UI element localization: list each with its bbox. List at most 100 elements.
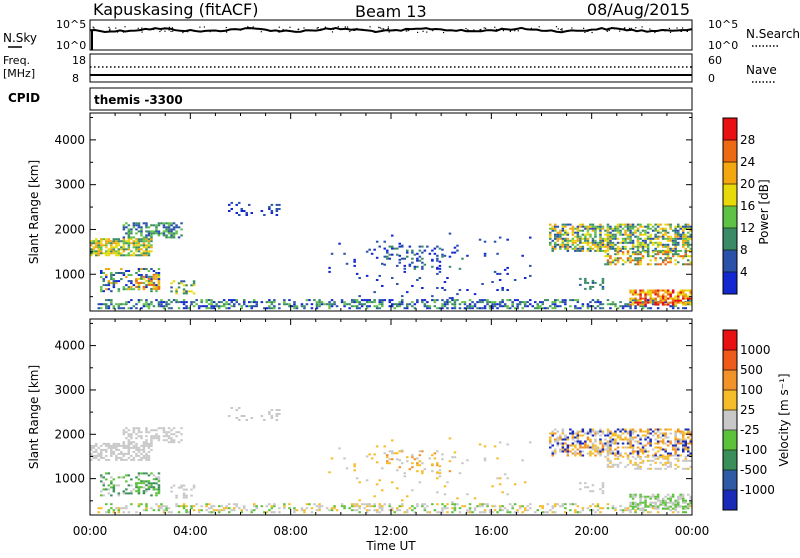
power-cell (175, 288, 178, 291)
power-cell (418, 255, 422, 258)
power-cell (102, 244, 106, 247)
power-cell (92, 252, 96, 255)
velocity-cell (554, 438, 557, 441)
velocity-cell (318, 507, 321, 510)
power-cell (112, 274, 116, 276)
power-cell (682, 227, 685, 230)
velocity-cell (682, 438, 685, 441)
power-cell (360, 305, 364, 308)
power-cell (554, 223, 557, 226)
power-cell (594, 245, 597, 248)
power-cell (619, 231, 622, 234)
power-cell (180, 234, 183, 237)
power-cell (441, 253, 444, 256)
nsearch-dot (247, 26, 249, 28)
power-cell (401, 257, 404, 260)
power-cell (629, 239, 632, 242)
power-cell (228, 303, 231, 306)
power-cell (651, 241, 655, 244)
velocity-cell (112, 450, 116, 453)
power-cell (127, 232, 131, 235)
power-cell (305, 303, 309, 306)
power-cell (536, 307, 540, 310)
velocity-cell (120, 450, 123, 453)
power-cell (546, 299, 550, 302)
power-cell (132, 288, 136, 291)
power-cell (102, 303, 106, 306)
power-cell (421, 245, 424, 248)
power-cell (513, 299, 517, 302)
velocity-cell (506, 477, 509, 480)
power-cell (416, 279, 419, 281)
power-cell (398, 258, 402, 261)
power-cell (112, 286, 116, 289)
power-cell (411, 305, 414, 308)
power-cell (162, 222, 166, 225)
power-cell (649, 295, 652, 298)
power-cell (167, 228, 171, 231)
power-cell (177, 282, 181, 285)
velocity-cell (117, 494, 121, 497)
power-cell (150, 275, 153, 278)
power-cell (127, 244, 131, 247)
power-cell (165, 236, 168, 239)
power-cell (140, 252, 143, 255)
power-cell (594, 241, 597, 244)
power-cell (629, 301, 632, 304)
velocity-cell (157, 435, 161, 438)
velocity-cell (210, 507, 213, 510)
velocity-cell (574, 446, 577, 449)
power-cell (135, 240, 138, 243)
power-cell (611, 241, 615, 244)
power-cell (338, 242, 341, 245)
velocity-cell (506, 511, 509, 514)
velocity-cell (117, 484, 121, 487)
velocity-cell (147, 442, 151, 445)
velocity-cell (674, 438, 677, 441)
velocity-cell (689, 505, 693, 508)
power-cell (230, 201, 234, 204)
velocity-cell (408, 507, 412, 510)
velocity-cell (526, 505, 529, 508)
velocity-cell (403, 475, 407, 478)
velocity-cell (654, 495, 657, 498)
velocity-cell (659, 461, 662, 464)
velocity-cell (228, 507, 231, 510)
velocity-cell (604, 455, 607, 458)
velocity-cell (453, 505, 457, 508)
power-cell (511, 305, 514, 308)
power-cell (471, 301, 474, 304)
power-cell (177, 301, 181, 304)
velocity-cell (594, 511, 597, 514)
power-cell (398, 301, 402, 304)
velocity-cell (671, 454, 675, 457)
power-cell (406, 303, 409, 306)
power-cell (604, 237, 607, 240)
velocity-cell (155, 482, 158, 485)
nsearch-dot (571, 27, 573, 29)
velocity-cell (162, 439, 166, 442)
velocity-cell (117, 452, 121, 455)
velocity-cell (205, 503, 208, 506)
velocity-cell (453, 451, 457, 454)
power-cell (175, 292, 178, 295)
power-cell (559, 301, 562, 304)
power-cell (155, 226, 158, 229)
power-cell (594, 233, 597, 236)
velocity-cell (152, 474, 156, 477)
power-cell (217, 301, 221, 304)
velocity-cell (97, 507, 101, 510)
velocity-cell (408, 468, 412, 471)
velocity-cell (674, 507, 677, 510)
power-cell (661, 301, 665, 304)
velocity-cell (370, 457, 374, 460)
power-cell (436, 259, 439, 262)
velocity-cell (135, 454, 138, 457)
velocity-cell (140, 452, 143, 455)
power-cell (561, 245, 565, 248)
velocity-cell (268, 509, 271, 512)
power-cell (333, 301, 336, 304)
power-cell (611, 259, 615, 262)
power-cell (661, 235, 665, 238)
power-cell (664, 289, 667, 292)
